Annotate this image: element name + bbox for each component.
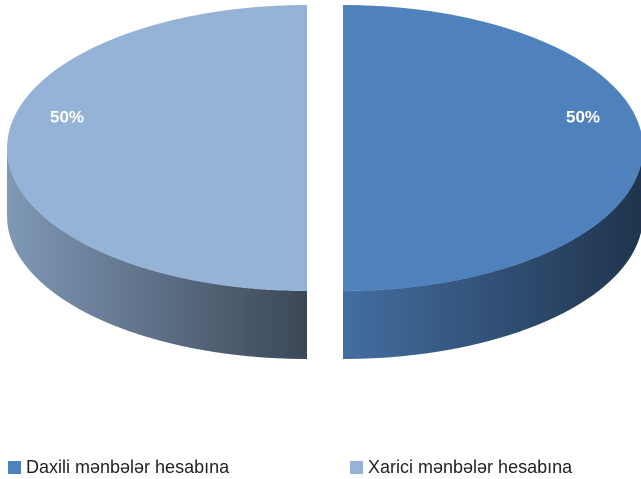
legend-swatch — [8, 461, 21, 474]
slice-top — [343, 5, 641, 291]
legend-label: Daxili mənbələr hesabına — [26, 457, 230, 477]
value-label: 50% — [566, 107, 600, 126]
legend-swatch — [350, 461, 363, 474]
slice-top — [7, 5, 307, 291]
slice-side-shade — [343, 164, 641, 359]
legend-label: Xarici mənbələr hesabına — [368, 457, 573, 477]
slice-side-shade — [7, 148, 307, 359]
value-label: 50% — [50, 107, 84, 126]
